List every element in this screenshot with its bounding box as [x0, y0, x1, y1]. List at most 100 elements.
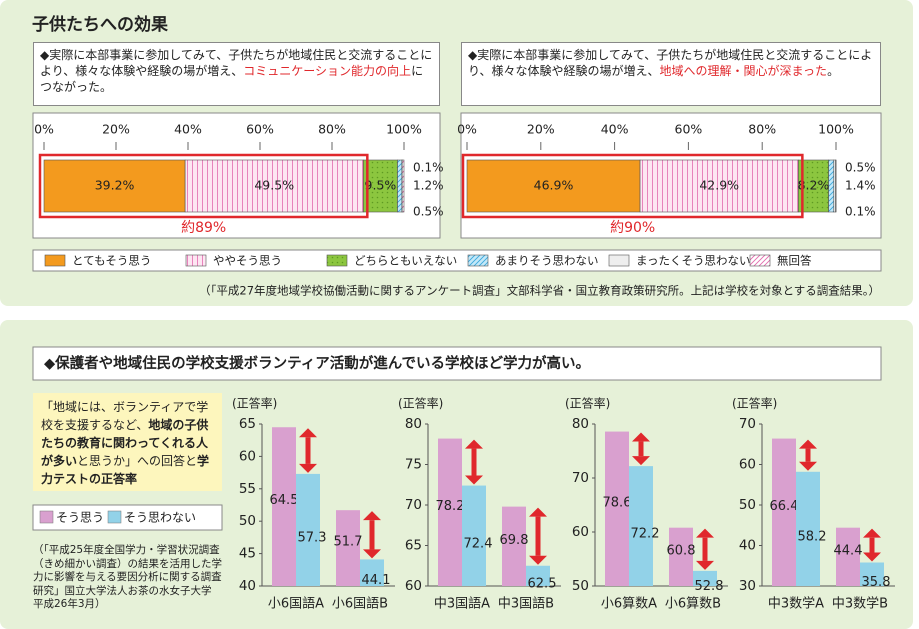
value-label: 0.1% — [413, 161, 444, 175]
legend-label: どちらともいえない — [354, 254, 457, 268]
source: （「平成25年度全国学力・学習状況調査（きめ細かい調査）の結果を活用した学力に影… — [33, 544, 222, 610]
value-label: 42.9% — [699, 178, 739, 193]
bar-segment — [397, 159, 403, 213]
difference-arrow — [696, 528, 714, 570]
bar — [502, 506, 526, 586]
x-tick-label: 40% — [174, 122, 202, 137]
difference-arrow — [799, 439, 817, 471]
x-tick-label: 小6算数B — [665, 597, 721, 612]
annotation: 約90% — [610, 220, 655, 236]
value-label: 1.2% — [413, 179, 444, 193]
note: 「地域には、ボランティアで学校を支援するなど、地域の子供たちの教育に関わってくれ… — [33, 393, 222, 491]
bar-segment — [828, 159, 835, 213]
bar — [772, 438, 796, 586]
x-tick-label: 40% — [601, 122, 629, 137]
legend-swatch — [326, 254, 348, 267]
value-label: 66.4 — [770, 499, 799, 514]
value-label: 0.5% — [845, 161, 876, 175]
bar — [836, 527, 860, 586]
y-tick-label: 40 — [739, 538, 756, 554]
y-axis-label: (正答率) — [732, 396, 777, 411]
question-highlight: 地域への理解・関心が深まった — [659, 64, 828, 78]
value-label: 78.6 — [603, 495, 632, 510]
legend-frame — [32, 249, 882, 272]
difference-arrow — [632, 432, 650, 466]
y-axis-label: (正答率) — [232, 396, 277, 411]
note-bold: 学力テストの正答率 — [41, 454, 210, 486]
value-label: 44.4 — [834, 543, 863, 558]
legend-label: まったくそう思わない — [636, 254, 751, 268]
y-tick-label: 80 — [405, 416, 422, 432]
y-tick-label: 65 — [405, 538, 422, 554]
legend-label: ややそう思う — [213, 254, 282, 268]
value-label: 64.5 — [270, 493, 299, 508]
x-tick-label: 100% — [818, 122, 854, 137]
legend-label: とてもそう思う — [72, 254, 151, 268]
highlight-box — [461, 153, 804, 219]
x-tick-label: 20% — [102, 122, 130, 137]
heading: ◆保護者や地域住民の学校支援ボランティア活動が進んでいる学校ほど学力が高い。 — [44, 354, 590, 372]
bar-segment — [835, 159, 837, 213]
x-tick-label: 0% — [34, 122, 54, 137]
bar — [360, 559, 384, 586]
question-highlight: コミュニケーション能力の向上 — [243, 64, 412, 78]
bar-segment — [639, 159, 799, 213]
legend-swatch — [185, 254, 207, 267]
legend-swatch — [44, 254, 66, 267]
value-label: 0.1% — [845, 205, 876, 219]
bar — [526, 565, 550, 586]
y-tick-label: 70 — [572, 470, 589, 486]
question: ◆実際に本部事業に参加してみて、子供たちが地域住民と交流することにより、様々な体… — [461, 42, 881, 106]
y-tick-label: 60 — [405, 578, 422, 594]
legend-swatch — [467, 254, 489, 267]
y-tick-label: 50 — [239, 513, 256, 529]
difference-arrow — [299, 428, 317, 473]
x-tick-label: 60% — [246, 122, 274, 137]
legend-label: そう思う — [56, 511, 104, 525]
value-label: 8.2% — [798, 178, 830, 193]
section-title: 子供たちへの効果 — [32, 14, 168, 35]
y-tick-label: 60 — [572, 524, 589, 540]
note-text: と思うか」への回答と — [77, 454, 198, 468]
legend-swatch — [608, 254, 630, 267]
x-tick-label: 100% — [386, 122, 422, 137]
difference-arrow — [863, 528, 881, 562]
y-axis-label: (正答率) — [398, 396, 443, 411]
x-tick-label: 小6国語A — [268, 596, 324, 612]
x-tick-label: 中3数学A — [768, 596, 824, 612]
bar — [605, 431, 629, 586]
bar — [336, 510, 360, 586]
bar — [693, 570, 717, 586]
value-label: 69.8 — [500, 533, 529, 548]
bar-segment — [43, 159, 186, 213]
y-tick-label: 50 — [739, 497, 756, 513]
value-label: 78.2 — [436, 499, 465, 514]
note-text: 「地域には、ボランティアで学校を支援するなど、 — [41, 400, 209, 432]
legend-swatch — [749, 254, 771, 267]
bar-segment — [184, 159, 364, 213]
value-label: 72.2 — [631, 527, 660, 542]
heading-frame — [32, 346, 882, 381]
y-tick-label: 55 — [239, 481, 256, 497]
x-tick-label: 20% — [527, 122, 555, 137]
bar — [629, 466, 653, 586]
y-tick-label: 60 — [239, 448, 256, 464]
bar — [438, 438, 462, 586]
value-label: 9.5% — [365, 178, 397, 193]
value-label: 0.5% — [413, 205, 444, 219]
question-text: ◆実際に本部事業に参加してみて、子供たちが地域住民と交流することにより、様々な体… — [468, 48, 873, 78]
bar — [462, 485, 486, 586]
note-bold: 地域の子供たちの教育に関わってくれる人が多い — [41, 418, 209, 468]
legend-swatch — [39, 510, 54, 524]
x-tick-label: 60% — [675, 122, 703, 137]
y-tick-label: 30 — [739, 578, 756, 594]
question: ◆実際に本部事業に参加してみて、子供たちが地域住民と交流することにより、様々な体… — [33, 42, 440, 106]
x-tick-label: 小6算数A — [601, 597, 657, 612]
legend-label: 無回答 — [777, 254, 812, 268]
bar — [796, 471, 820, 586]
x-tick-label: 中3国語A — [434, 596, 490, 612]
bar — [669, 527, 693, 586]
x-tick-label: 80% — [748, 122, 776, 137]
